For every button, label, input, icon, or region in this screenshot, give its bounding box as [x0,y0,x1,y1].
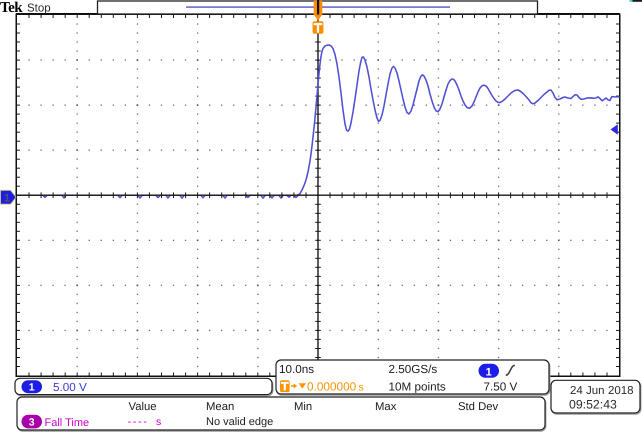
svg-text:1: 1 [29,382,35,394]
svg-text:Std Dev: Std Dev [458,401,499,413]
svg-text:7.50 V: 7.50 V [484,381,518,394]
svg-text:s: s [359,381,364,393]
svg-text:2018: 2018 [608,385,634,397]
svg-text:Max: Max [375,401,397,413]
svg-text:24 Jun: 24 Jun [570,385,605,397]
svg-text:Value: Value [129,401,157,413]
svg-text:10M points: 10M points [389,381,446,394]
svg-text:s: s [156,416,161,428]
svg-text:Tek: Tek [0,0,23,16]
svg-text:Mean: Mean [206,401,234,413]
svg-text:Min: Min [294,401,312,413]
svg-text:2.50GS/s: 2.50GS/s [389,363,438,376]
svg-text:09:52:43: 09:52:43 [569,398,617,412]
svg-text:10.0ns: 10.0ns [279,363,314,376]
svg-text:5.00 V: 5.00 V [53,381,87,394]
svg-text:1: 1 [486,366,492,378]
svg-text:3: 3 [29,417,35,429]
svg-text:No valid edge: No valid edge [206,416,273,428]
svg-text:Fall Time: Fall Time [45,417,90,429]
svg-text:Stop: Stop [27,3,51,15]
svg-text:1: 1 [4,193,10,205]
svg-text:----: ---- [128,416,149,428]
svg-text:0.000000: 0.000000 [307,379,357,393]
